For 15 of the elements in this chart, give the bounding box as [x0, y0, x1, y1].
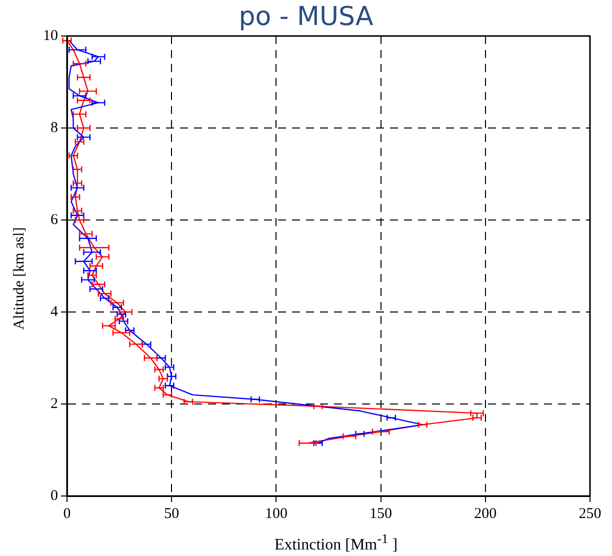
x-tick-label: 150 — [370, 506, 392, 522]
y-tick-label: 6 — [50, 212, 58, 228]
x-tick-label: 200 — [474, 506, 497, 522]
x-tick-label: 100 — [264, 506, 288, 522]
y-tick-label: 8 — [50, 120, 58, 136]
x-tick-label: 0 — [63, 506, 71, 522]
chart-title: po - MUSA — [238, 2, 374, 32]
x-tick-label: 50 — [164, 506, 180, 522]
x-tick-label: 250 — [578, 506, 602, 522]
y-tick-label: 10 — [43, 28, 58, 44]
y-tick-label: 4 — [50, 304, 58, 320]
y-tick-label: 0 — [50, 488, 58, 504]
y-tick-label: 2 — [50, 396, 58, 412]
x-axis-title: Extinction [Mm$^{-1}$ ] — [273, 530, 399, 554]
y-axis-title: Altitude [km asl] — [12, 226, 28, 332]
